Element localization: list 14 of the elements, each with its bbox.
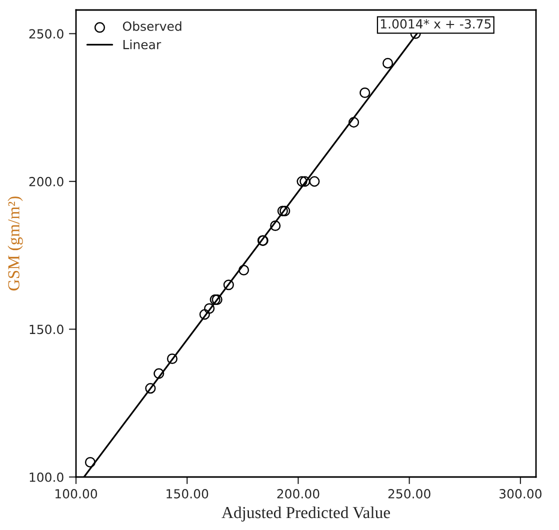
y-tick-label: 200.0 <box>29 176 64 186</box>
legend-label: Linear <box>123 40 162 50</box>
y-tick-label: 100.0 <box>30 472 64 482</box>
x-tick-label: 100.00 <box>56 489 98 498</box>
x-tick-label: 200.00 <box>277 489 320 498</box>
y-tick-label: 150.0 <box>30 324 64 334</box>
x-tick-label: 150.00 <box>166 489 208 498</box>
annotation: 1.0014* x + -3.75 <box>380 19 491 29</box>
legend-label: Observed <box>122 21 182 31</box>
y-tick-label: 250.0 <box>29 29 64 39</box>
x-axis-title: Adjusted Predicted Value <box>222 506 390 522</box>
x-tick-label: 300.00 <box>500 489 542 498</box>
x-tick-label: 250.00 <box>388 489 430 498</box>
y-axis-title: GSM (gm/m²) <box>8 196 23 290</box>
